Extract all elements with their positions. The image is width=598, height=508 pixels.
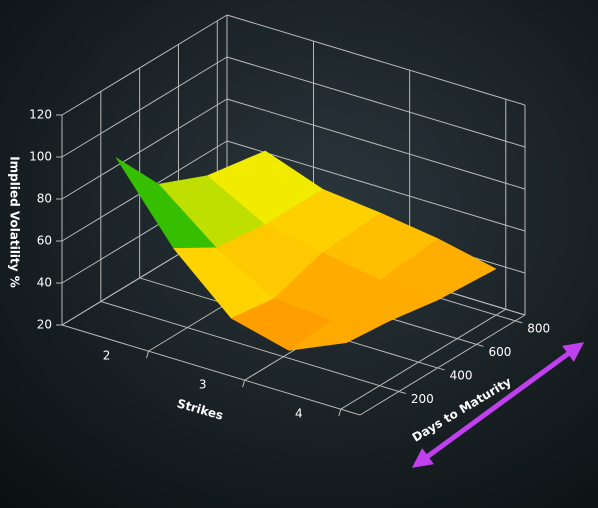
grid-line (226, 56, 526, 148)
z-tick-label: 100 (29, 150, 52, 164)
axis-line (61, 324, 361, 416)
grid-line (61, 56, 228, 158)
direction-arrow (411, 342, 585, 468)
surface (115, 150, 497, 351)
x-tick-label: 3 (199, 378, 207, 392)
y-tick-label: 600 (488, 345, 511, 359)
tick-mark (242, 380, 246, 388)
x-tick-label: 4 (295, 407, 303, 421)
grid-line (226, 14, 526, 106)
z-tick-label: 120 (29, 108, 52, 122)
grid-line (61, 98, 228, 200)
tick-mark (146, 350, 149, 359)
z-tick-label: 40 (37, 276, 52, 290)
grid-line (61, 14, 228, 116)
y-tick-label: 400 (450, 368, 473, 382)
z-axis-title: Implied Volatility % (8, 156, 22, 288)
tick-mark (398, 390, 406, 394)
z-tick-label: 20 (37, 318, 52, 332)
tick-mark (515, 320, 523, 324)
y-tick-label: 200 (411, 392, 434, 406)
surface-patch (288, 320, 390, 351)
x-tick-label: 2 (103, 349, 111, 363)
y-tick-label: 800 (527, 321, 550, 335)
z-tick-label: 60 (37, 234, 52, 248)
tick-mark (338, 409, 342, 417)
grid-line (100, 300, 399, 392)
z-tick-label: 80 (37, 192, 52, 206)
grid-line (226, 98, 526, 190)
grid-line (226, 140, 526, 232)
